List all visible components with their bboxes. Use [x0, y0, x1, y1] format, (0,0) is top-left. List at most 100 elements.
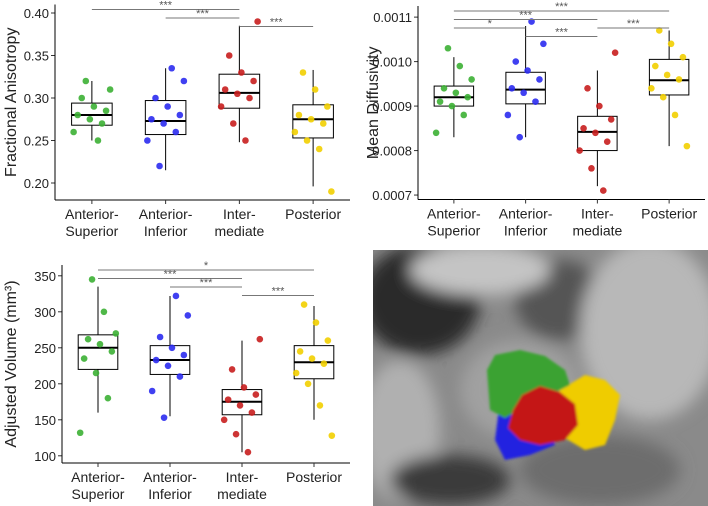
y-tick-label: 0.0007 [372, 188, 412, 203]
data-point [303, 137, 311, 144]
box-group [76, 276, 120, 437]
x-tick-label: Posterior [641, 206, 697, 222]
significance-label: *** [519, 10, 533, 22]
data-point [164, 362, 172, 370]
data-point [315, 145, 323, 153]
data-point [156, 162, 163, 170]
box-group [576, 49, 619, 194]
box [648, 58, 690, 96]
data-point [308, 355, 316, 362]
data-point [152, 356, 160, 364]
data-point [254, 18, 261, 25]
data-point [679, 53, 687, 61]
data-point [176, 373, 184, 380]
data-point [252, 391, 260, 398]
data-point [240, 384, 248, 391]
significance-label: *** [164, 269, 178, 281]
data-point [652, 62, 659, 70]
data-point [172, 128, 180, 136]
data-point [671, 111, 679, 119]
data-point [234, 90, 241, 98]
data-point [648, 84, 655, 92]
data-point [236, 402, 244, 409]
data-point [248, 409, 256, 416]
data-point [504, 111, 512, 119]
data-point [312, 319, 320, 326]
data-point [238, 69, 245, 76]
box [144, 100, 187, 136]
data-point [592, 129, 599, 137]
box-group [144, 64, 188, 171]
data-point [180, 351, 188, 359]
data-point [588, 165, 595, 172]
x-tick-label: Posterior [285, 206, 341, 222]
significance-label: *** [272, 286, 286, 298]
y-tick-label: 0.0009 [372, 99, 412, 114]
data-point [448, 102, 456, 110]
data-point [295, 111, 303, 119]
box-group [217, 18, 261, 144]
data-point [659, 93, 667, 101]
data-point [160, 414, 168, 421]
data-point [180, 77, 188, 85]
y-axis-label: Fractional Anisotropy [3, 28, 20, 177]
significance-label: *** [196, 8, 210, 20]
y-tick-label: 0.35 [24, 49, 49, 64]
data-point [80, 355, 88, 362]
y-tick-label: 0.20 [24, 176, 49, 191]
data-point [244, 448, 252, 456]
data-point [224, 396, 232, 403]
x-tick-label: Anterior-Inferior [499, 206, 553, 239]
data-point [90, 103, 98, 110]
x-tick-label: Posterior [286, 469, 342, 485]
data-point [324, 103, 331, 110]
data-point [74, 111, 81, 119]
y-tick-label: 350 [34, 269, 56, 284]
y-tick-label: 0.0011 [373, 10, 412, 25]
data-point [144, 137, 151, 144]
data-point [667, 40, 675, 48]
data-point [96, 340, 104, 348]
data-point [88, 276, 96, 283]
significance-label: *** [200, 277, 214, 289]
data-point [84, 335, 92, 343]
data-point [452, 89, 460, 97]
y-tick-label: 0.40 [24, 6, 49, 21]
data-point [164, 103, 171, 110]
data-point [655, 27, 663, 34]
data-point [102, 107, 110, 115]
x-tick-label: Anterior-Superior [71, 469, 125, 502]
data-point [328, 188, 335, 195]
data-point [611, 49, 619, 57]
data-point [232, 430, 240, 438]
data-point [440, 84, 448, 92]
data-point [246, 94, 253, 102]
data-point [106, 86, 114, 93]
data-point [320, 360, 328, 367]
x-tick-label: Inter-mediate [214, 206, 264, 239]
data-point [184, 312, 192, 319]
data-point [516, 133, 524, 141]
data-point [328, 432, 336, 439]
data-point [229, 120, 237, 127]
y-tick-label: 150 [34, 413, 56, 428]
y-tick-label: 250 [34, 341, 56, 356]
significance-label: *** [627, 18, 641, 30]
data-point [520, 89, 527, 97]
significance-label: * [204, 260, 209, 272]
data-point [464, 93, 471, 101]
data-point [296, 348, 304, 355]
y-tick-label: 200 [34, 377, 56, 392]
data-point [607, 116, 615, 123]
data-point [512, 58, 520, 65]
data-point [92, 369, 100, 377]
data-point [217, 103, 225, 110]
data-point [104, 394, 112, 402]
significance-label: * [488, 18, 493, 30]
data-point [152, 94, 159, 102]
data-point [596, 102, 603, 110]
data-point [100, 308, 108, 316]
x-tick-label: Anterior-Superior [427, 206, 481, 239]
x-tick-label: Anterior-Superior [65, 206, 119, 239]
